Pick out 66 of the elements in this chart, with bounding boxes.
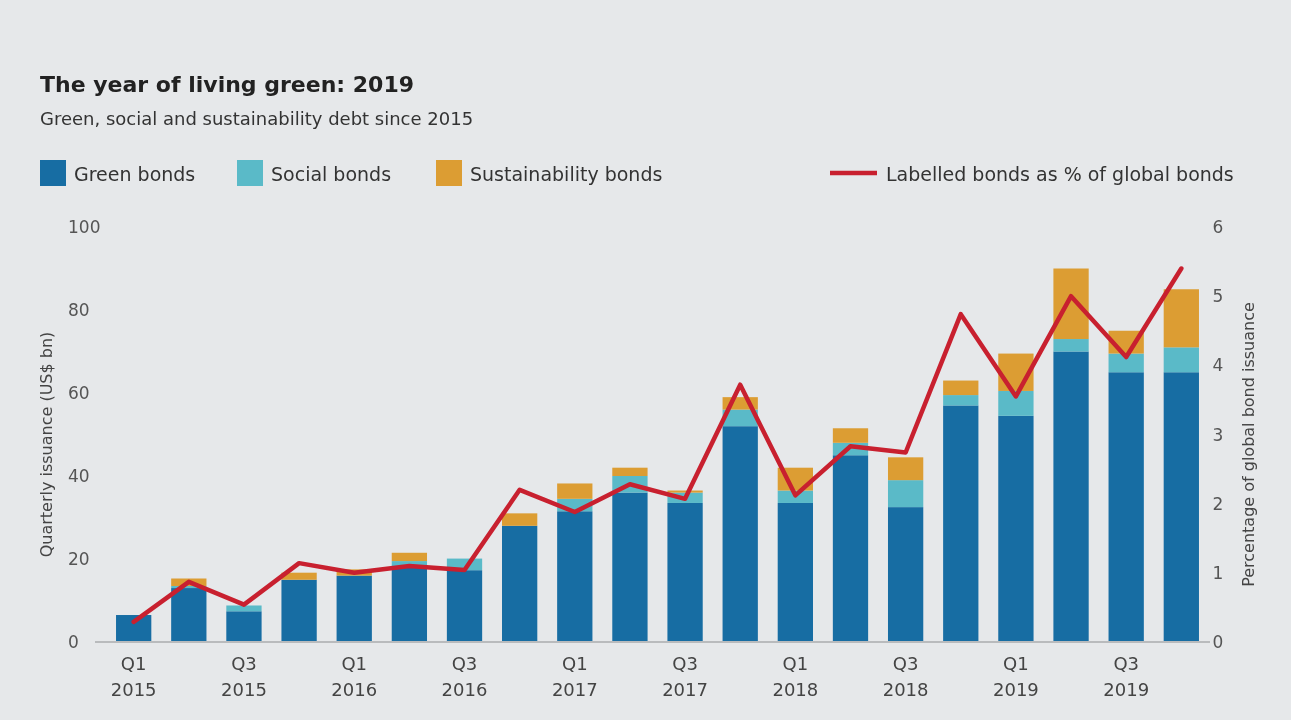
- bar: [171, 588, 207, 642]
- bar: [391, 567, 428, 642]
- bar: [1163, 289, 1199, 348]
- bar: [226, 605, 262, 612]
- x-tick-label: Q1 2019: [993, 653, 1039, 700]
- bar: [557, 483, 593, 499]
- bar: [943, 405, 979, 642]
- legend-label: Labelled bonds as % of global bonds: [886, 163, 1234, 185]
- bar: [1053, 339, 1089, 352]
- bar: [612, 467, 648, 476]
- bar: [612, 492, 648, 642]
- y2-tick-label: 5: [1212, 286, 1224, 307]
- x-tick-label: Q3 2015: [221, 653, 267, 700]
- bar: [887, 507, 924, 642]
- bar: [1108, 372, 1144, 642]
- bar: [1163, 347, 1199, 373]
- y-tick-label: 40: [68, 466, 90, 486]
- y-tick-label: 20: [68, 549, 90, 569]
- bar: [502, 513, 538, 526]
- bar: [887, 457, 924, 481]
- bar: [777, 502, 813, 642]
- x-tick-label: Q1 2017: [551, 653, 598, 700]
- y2-tick-label: 4: [1212, 355, 1224, 376]
- bar: [943, 395, 979, 406]
- bar: [557, 511, 593, 642]
- chart-title: The year of living green: 2019: [40, 72, 415, 97]
- bar: [722, 426, 758, 642]
- legend-label: Sustainability bonds: [470, 163, 663, 185]
- y-tick-label: 100: [68, 217, 101, 237]
- bar: [1108, 353, 1144, 373]
- chart-subtitle: Green, social and sustainability debt since 2015: [40, 108, 474, 129]
- y-tick-label: 0: [68, 632, 79, 652]
- bar: [1163, 372, 1199, 642]
- legend-label: Social bonds: [271, 163, 392, 185]
- bar: [391, 552, 428, 562]
- bar: [832, 455, 869, 642]
- bar: [887, 480, 924, 508]
- x-tick-label: Q1 2018: [772, 653, 819, 700]
- bar: [667, 502, 703, 642]
- x-tick-label: Q3 2017: [662, 653, 708, 700]
- bar: [1053, 351, 1089, 642]
- y2-tick-label: 2: [1212, 493, 1224, 514]
- x-tick-label: Q3 2016: [441, 653, 488, 700]
- bar: [226, 611, 262, 642]
- x-tick-label: Q3 2018: [882, 653, 929, 700]
- y2-tick-label: 6: [1212, 217, 1224, 237]
- y2-axis-title: Percentage of global bond issuance: [1239, 302, 1258, 587]
- bar: [998, 390, 1034, 416]
- bar: [446, 570, 483, 642]
- y2-tick-label: 0: [1212, 632, 1224, 652]
- y2-tick-label: 3: [1212, 424, 1224, 445]
- bar: [336, 575, 372, 642]
- y-axis-title: Quarterly issuance (US$ bn): [37, 331, 56, 558]
- line-series: [131, 266, 1184, 625]
- y2-tick-label: 1: [1212, 562, 1224, 583]
- bar: [943, 380, 979, 396]
- legend-label: Green bonds: [74, 163, 196, 185]
- bar: [998, 415, 1034, 642]
- y-tick-label: 60: [68, 383, 90, 403]
- bar: [502, 525, 538, 642]
- x-tick-label: Q3 2019: [1103, 653, 1150, 700]
- bar: [832, 428, 869, 443]
- x-tick-label: Q1 2015: [110, 653, 157, 700]
- y-tick-label: 80: [68, 300, 90, 320]
- bar: [281, 579, 317, 642]
- x-tick-label: Q1 2016: [331, 653, 378, 700]
